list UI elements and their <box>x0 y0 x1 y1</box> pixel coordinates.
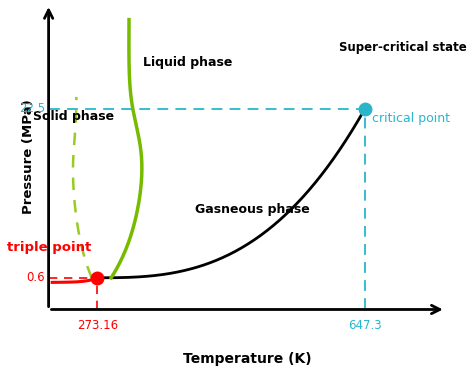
Text: 273.16: 273.16 <box>77 319 118 332</box>
Text: triple point: triple point <box>8 241 91 254</box>
Text: Pressure (MPa): Pressure (MPa) <box>22 99 35 214</box>
Text: 0.6: 0.6 <box>27 271 45 284</box>
Text: 22.5: 22.5 <box>19 102 45 115</box>
Text: Super-critical state: Super-critical state <box>339 40 466 54</box>
Text: critical point: critical point <box>372 112 450 126</box>
Text: Liquid phase: Liquid phase <box>144 56 233 69</box>
Text: 647.3: 647.3 <box>348 319 382 332</box>
Text: Gasneous phase: Gasneous phase <box>195 203 310 216</box>
Text: Solid phase: Solid phase <box>33 110 114 123</box>
Text: Temperature (K): Temperature (K) <box>183 352 311 366</box>
